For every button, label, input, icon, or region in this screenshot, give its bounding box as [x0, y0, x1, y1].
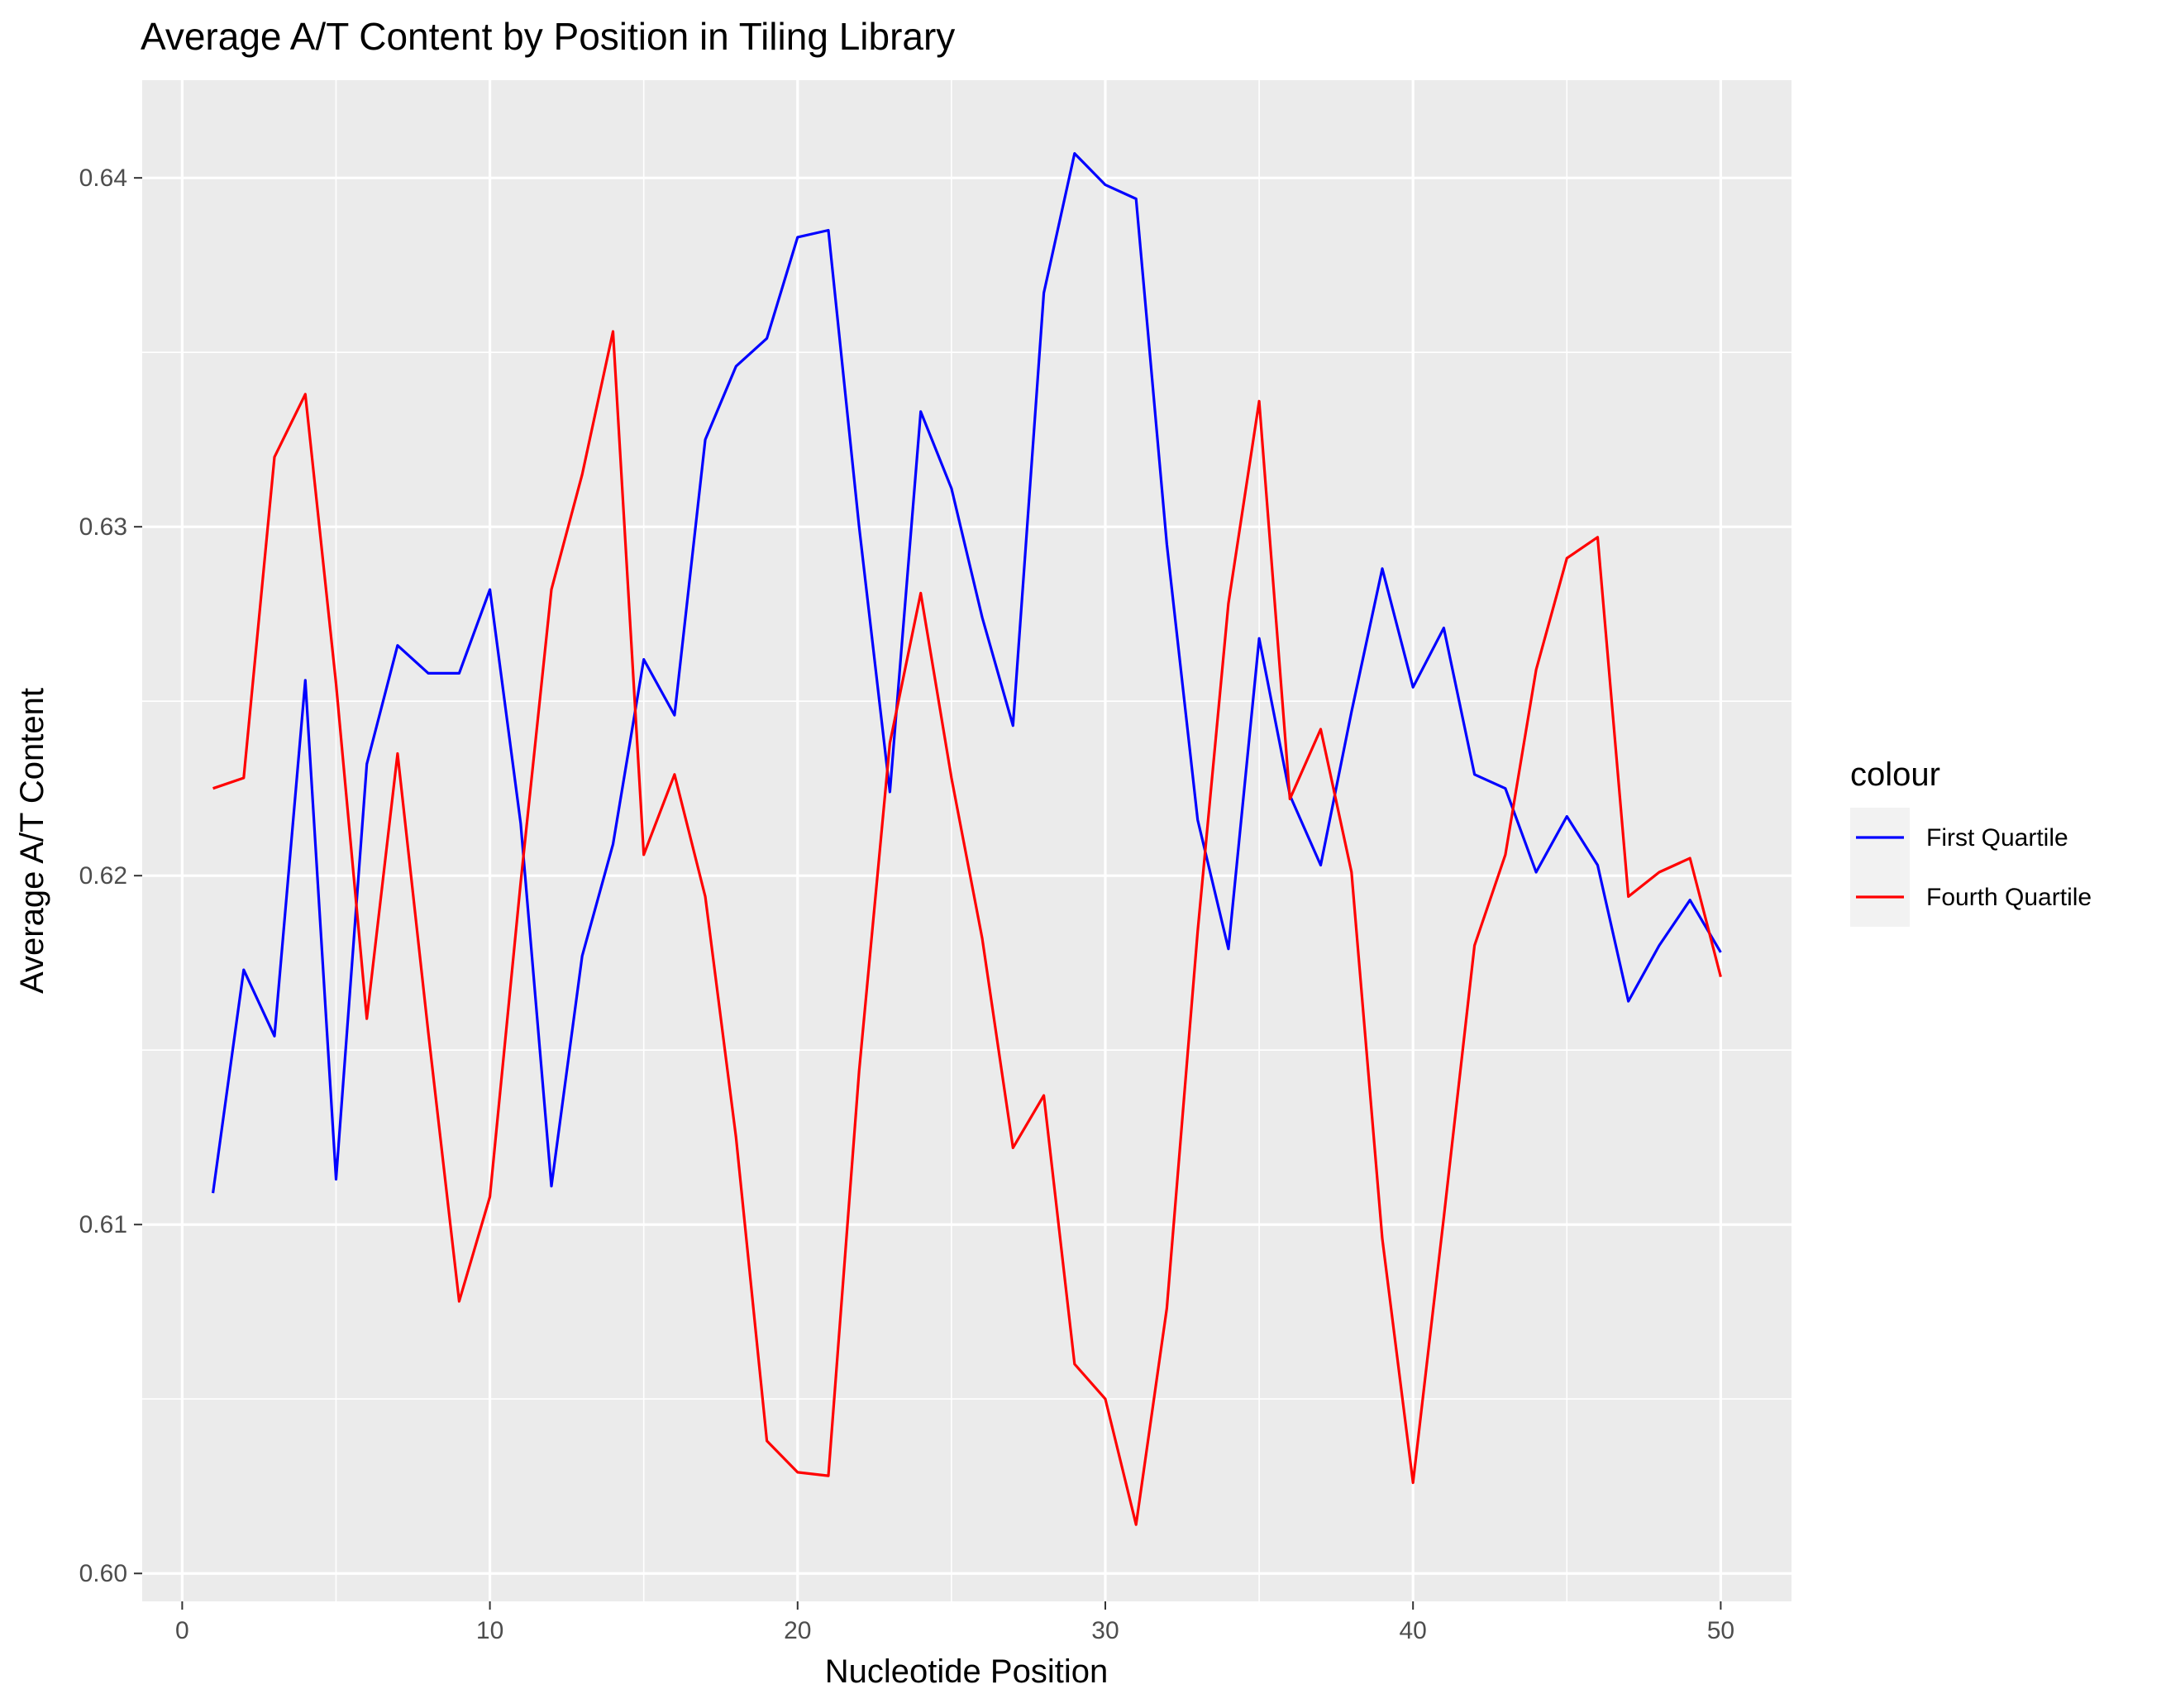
y-tick-label: 0.60	[79, 1560, 127, 1587]
x-tick-label: 30	[1091, 1617, 1119, 1644]
x-tick-label: 50	[1707, 1617, 1734, 1644]
chart-title: Average A/T Content by Position in Tilin…	[141, 15, 955, 58]
legend: colour First Quartile Fourth Quartile	[1850, 756, 2092, 927]
x-axis-title: Nucleotide Position	[825, 1653, 1108, 1690]
plot-panel	[142, 80, 1791, 1601]
legend-label: First Quartile	[1926, 824, 2068, 852]
x-tick-label: 40	[1400, 1617, 1427, 1644]
y-axis-title: Average A/T Content	[14, 688, 50, 994]
legend-label: Fourth Quartile	[1926, 884, 2092, 911]
series-line-fourth-quartile	[212, 330, 1722, 1526]
y-tick-label: 0.61	[79, 1211, 127, 1238]
x-tick-label: 10	[476, 1617, 503, 1644]
x-tick-label: 20	[784, 1617, 811, 1644]
y-tick-label: 0.63	[79, 513, 127, 541]
major-gridlines	[142, 80, 1791, 1601]
y-axis: 0.60 0.61 0.62 0.63 0.64	[79, 165, 142, 1587]
x-tick-label: 0	[175, 1617, 189, 1644]
y-tick-label: 0.62	[79, 862, 127, 890]
series-lines	[212, 152, 1722, 1526]
y-tick-label: 0.64	[79, 165, 127, 192]
x-axis: 0 10 20 30 40 50	[175, 1601, 1734, 1644]
series-line-first-quartile	[212, 152, 1722, 1194]
legend-title: colour	[1850, 756, 1940, 793]
